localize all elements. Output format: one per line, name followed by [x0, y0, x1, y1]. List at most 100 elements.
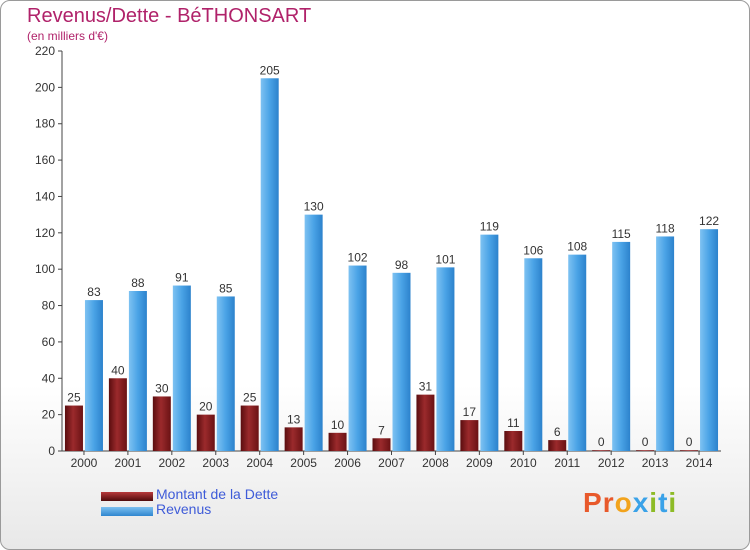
bar-revenue: [348, 265, 367, 451]
data-label-revenue: 119: [480, 220, 499, 234]
data-label-revenue: 102: [348, 251, 368, 265]
data-label-revenue: 88: [131, 276, 145, 290]
x-tick-label: 2007: [378, 456, 405, 470]
data-label-revenue: 106: [523, 243, 543, 257]
bar-debt: [636, 450, 655, 451]
data-label-debt: 6: [554, 425, 561, 439]
bar-debt: [504, 431, 523, 451]
bar-debt: [196, 414, 215, 451]
legend-label-debt: Montant de la Dette: [156, 486, 279, 502]
x-tick-label: 2008: [422, 456, 449, 470]
y-tick-label: 60: [42, 335, 56, 349]
data-label-revenue: 122: [699, 214, 719, 228]
data-label-revenue: 91: [175, 271, 189, 285]
bar-revenue: [524, 258, 543, 451]
logo-letter: P: [583, 487, 603, 518]
bar-debt: [64, 405, 83, 451]
data-label-debt: 20: [199, 400, 213, 414]
bar-debt: [372, 438, 391, 451]
logo-letter: r: [602, 487, 615, 518]
bar-revenue: [304, 214, 323, 451]
data-label-debt: 25: [243, 391, 257, 405]
bar-revenue: [128, 291, 147, 451]
data-label-revenue: 118: [656, 221, 675, 235]
x-tick-label: 2000: [71, 456, 98, 470]
bar-debt: [548, 440, 567, 451]
bar-debt: [240, 405, 259, 451]
x-tick-label: 2005: [290, 456, 317, 470]
data-label-debt: 10: [331, 418, 345, 432]
logo-letter: x: [632, 487, 650, 518]
y-tick-label: 140: [35, 189, 55, 203]
logo-letter: t: [658, 487, 669, 518]
bar-revenue: [700, 229, 719, 451]
x-tick-label: 2009: [466, 456, 493, 470]
data-label-revenue: 83: [87, 285, 101, 299]
y-tick-label: 100: [35, 262, 55, 276]
logo-letter: i: [668, 487, 678, 518]
data-label-debt: 0: [598, 435, 605, 449]
data-label-revenue: 108: [567, 240, 587, 254]
data-label-debt: 11: [507, 416, 520, 430]
y-tick-label: 160: [35, 153, 55, 167]
bar-debt: [460, 420, 479, 451]
bar-revenue: [656, 236, 675, 451]
bar-debt: [152, 396, 171, 451]
bar-debt: [284, 427, 303, 451]
y-tick-label: 20: [42, 408, 56, 422]
y-tick-label: 220: [35, 44, 55, 58]
bar-revenue: [392, 272, 411, 451]
data-label-debt: 40: [111, 363, 125, 377]
x-tick-label: 2006: [334, 456, 361, 470]
bar-revenue: [84, 300, 103, 451]
bar-revenue: [612, 241, 631, 451]
x-tick-label: 2012: [598, 456, 625, 470]
chart-title: Revenus/Dette - BéTHONSART: [27, 5, 312, 27]
chart-subtitle: (en milliers d'€): [27, 29, 108, 43]
y-tick-label: 80: [42, 299, 56, 313]
bar-revenue: [436, 267, 455, 451]
legend-swatch-debt: [101, 492, 153, 501]
bar-revenue: [172, 285, 191, 451]
data-label-debt: 0: [642, 435, 649, 449]
y-tick-label: 120: [35, 226, 55, 240]
bar-debt: [328, 432, 347, 451]
legend-swatch-revenue: [101, 507, 153, 516]
bar-debt: [416, 394, 435, 451]
x-tick-label: 2011: [554, 456, 580, 470]
x-tick-label: 2002: [158, 456, 185, 470]
logo-letter: i: [649, 487, 659, 518]
data-label-debt: 13: [287, 412, 301, 426]
bar-debt: [592, 450, 611, 451]
data-label-debt: 30: [155, 381, 169, 395]
x-tick-label: 2003: [202, 456, 229, 470]
data-label-revenue: 85: [219, 281, 233, 295]
data-label-revenue: 98: [395, 258, 409, 272]
x-tick-label: 2010: [510, 456, 537, 470]
x-tick-label: 2014: [686, 456, 713, 470]
data-label-revenue: 115: [612, 227, 631, 241]
data-label-revenue: 101: [435, 252, 455, 266]
data-label-revenue: 130: [304, 200, 324, 214]
proxiti-logo: Proxiti: [583, 487, 677, 519]
x-tick-label: 2013: [642, 456, 669, 470]
legend-label-revenue: Revenus: [156, 501, 212, 517]
data-label-debt: 25: [67, 391, 81, 405]
y-tick-label: 40: [42, 371, 56, 385]
bar-revenue: [260, 78, 279, 451]
y-tick-label: 200: [35, 80, 55, 94]
bar-revenue: [568, 254, 587, 451]
data-label-revenue: 205: [260, 63, 280, 77]
y-tick-label: 0: [48, 444, 55, 458]
y-tick-label: 180: [35, 117, 55, 131]
data-label-debt: 0: [686, 435, 693, 449]
bar-debt: [108, 378, 127, 451]
bar-revenue: [480, 234, 499, 451]
logo-letter: o: [614, 487, 633, 518]
x-tick-label: 2001: [115, 456, 142, 470]
bar-debt: [680, 450, 699, 451]
x-tick-label: 2004: [246, 456, 273, 470]
data-label-debt: 7: [378, 423, 385, 437]
